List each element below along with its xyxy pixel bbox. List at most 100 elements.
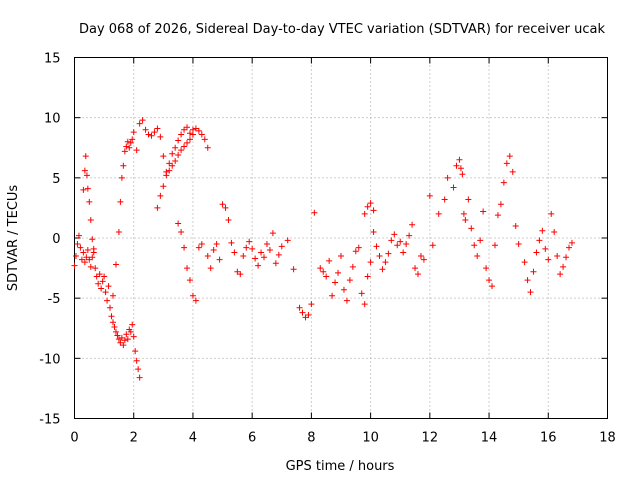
data-point — [121, 337, 128, 344]
data-point — [385, 250, 392, 257]
data-point — [109, 319, 116, 326]
data-point — [551, 228, 558, 235]
data-point — [111, 324, 118, 331]
data-point — [521, 259, 528, 266]
data-point — [90, 249, 97, 256]
data-point — [231, 249, 238, 256]
data-point — [406, 232, 413, 239]
data-point — [178, 147, 185, 154]
x-axis-label: GPS time / hours — [286, 459, 395, 474]
data-point — [462, 216, 469, 223]
data-point — [101, 273, 108, 280]
data-point — [258, 249, 265, 256]
data-point — [491, 242, 498, 249]
data-point — [400, 249, 407, 256]
data-point — [178, 131, 185, 138]
data-point — [527, 289, 534, 296]
data-point — [471, 242, 478, 249]
data-point — [124, 138, 131, 145]
data-point — [201, 136, 208, 143]
x-tick-label: 16 — [540, 431, 557, 446]
data-point — [102, 289, 109, 296]
data-point — [450, 184, 457, 191]
data-point — [252, 255, 259, 262]
data-point — [409, 221, 416, 228]
data-point — [272, 260, 279, 267]
data-point — [349, 263, 356, 270]
data-point — [503, 160, 510, 167]
data-point — [186, 136, 193, 143]
data-point — [127, 328, 134, 335]
data-point — [329, 292, 336, 299]
data-point — [219, 201, 226, 208]
data-point — [388, 237, 395, 244]
data-point — [169, 162, 176, 169]
data-point — [494, 212, 501, 219]
data-point — [129, 321, 136, 328]
data-point — [367, 259, 374, 266]
x-tick-label: 14 — [481, 431, 498, 446]
y-tick-label: 10 — [44, 112, 61, 127]
data-point — [379, 266, 386, 273]
data-point — [86, 198, 93, 205]
data-point — [444, 174, 451, 181]
data-point — [178, 228, 185, 235]
data-point — [151, 129, 158, 136]
data-point — [157, 192, 164, 199]
data-point — [474, 253, 481, 260]
data-point — [109, 292, 116, 299]
data-point — [299, 309, 306, 316]
data-point — [340, 286, 347, 293]
data-point — [154, 204, 161, 211]
data-point — [132, 348, 139, 355]
data-point — [261, 254, 268, 261]
data-point — [89, 236, 96, 243]
data-point — [352, 248, 359, 255]
data-point — [184, 124, 191, 131]
data-point — [530, 268, 537, 275]
data-point — [364, 203, 371, 210]
data-point — [358, 290, 365, 297]
data-point — [548, 210, 555, 217]
data-point — [154, 125, 161, 132]
data-point — [364, 273, 371, 280]
data-point — [568, 239, 575, 246]
data-point — [107, 304, 114, 311]
data-point — [133, 147, 140, 154]
data-point — [441, 196, 448, 203]
axis-ticks: 0 2 4 6 8 10 12 14 16 18 -15 -10 -5 0 5 10 15 — [39, 52, 616, 446]
data-point — [255, 262, 262, 269]
x-tick-label: 12 — [422, 431, 439, 446]
x-tick-label: 4 — [189, 431, 197, 446]
data-point — [77, 244, 84, 251]
data-point — [80, 186, 87, 193]
data-point — [506, 153, 513, 160]
grid — [74, 57, 608, 419]
y-tick-label: 15 — [44, 52, 61, 67]
data-point — [403, 241, 410, 248]
data-point — [394, 242, 401, 249]
data-point — [222, 204, 229, 211]
data-point — [459, 171, 466, 178]
data-point — [545, 256, 552, 263]
data-point — [225, 216, 232, 223]
data-point — [566, 244, 573, 251]
y-tick-label: -15 — [39, 413, 60, 428]
data-point — [326, 257, 333, 264]
data-point — [536, 237, 543, 244]
data-point — [308, 301, 315, 308]
data-point — [335, 269, 342, 276]
data-point — [169, 150, 176, 157]
data-point — [373, 243, 380, 250]
data-point — [278, 243, 285, 250]
data-point — [120, 342, 127, 349]
data-point — [477, 237, 484, 244]
data-point — [414, 271, 421, 278]
data-point — [246, 238, 253, 245]
data-point — [98, 285, 105, 292]
data-point — [163, 172, 170, 179]
data-point — [112, 261, 119, 268]
data-point — [115, 228, 122, 235]
data-point — [237, 271, 244, 278]
